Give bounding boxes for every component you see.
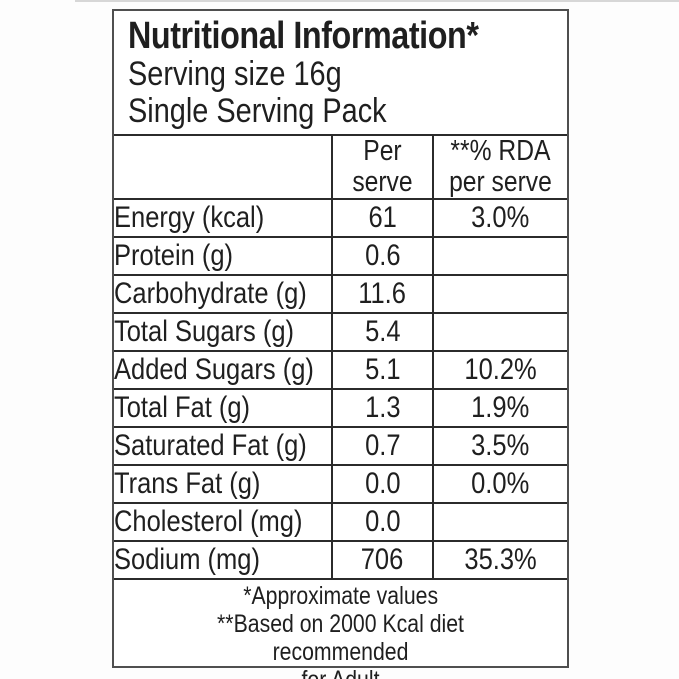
label-title-text: Nutritional Information* — [128, 15, 479, 57]
row-saturated-fat: Saturated Fat (g) 0.7 3.5% — [113, 426, 568, 467]
label-header: Nutritional Information* Serving size 16… — [114, 11, 567, 137]
pack-type-line: Single Serving Pack — [128, 93, 555, 130]
nutrient-name-cell: Carbohydrate (g) — [113, 274, 333, 315]
per-serve-header-text: Per serve — [352, 136, 413, 199]
row-trans-fat: Trans Fat (g) 0.0 0.0% — [113, 464, 568, 505]
rda-value-cell: 35.3% — [432, 540, 568, 580]
per-serve-value-cell: 0.0 — [331, 464, 434, 505]
per-serve-value-cell: 0.0 — [331, 502, 434, 543]
column-header-rda: **% RDA per serve — [432, 135, 568, 201]
column-header-per-serve: Per serve — [331, 135, 434, 201]
nutrient-name-cell: Total Sugars (g) — [113, 312, 333, 353]
rda-header-text: **% RDA per serve — [449, 136, 552, 199]
rda-value-cell: 0.0% — [432, 464, 568, 505]
per-serve-value-cell: 61 — [331, 198, 434, 239]
rda-value-cell — [432, 312, 568, 353]
footnote-rda-basis: **Based on 2000 Kcal diet recommended fo… — [217, 610, 464, 679]
serving-size-line: Serving size 16g — [128, 56, 555, 93]
row-total-sugars: Total Sugars (g) 5.4 — [113, 312, 568, 353]
rda-value-cell — [432, 236, 568, 277]
nutrient-name-cell: Sodium (mg) — [113, 540, 333, 580]
nutrient-name-cell: Cholesterol (mg) — [113, 502, 333, 543]
column-header-row: Per serve **% RDA per serve — [113, 135, 568, 201]
rda-value-cell: 10.2% — [432, 350, 568, 391]
nutrient-name-cell: Energy (kcal) — [113, 198, 333, 239]
nutrition-label: Nutritional Information* Serving size 16… — [112, 9, 569, 679]
per-serve-value-cell: 706 — [331, 540, 434, 580]
nutrient-name-cell: Total Fat (g) — [113, 388, 333, 429]
per-serve-value-cell: 0.7 — [331, 426, 434, 467]
serving-size-text: Serving size 16g — [128, 55, 342, 94]
row-total-fat: Total Fat (g) 1.3 1.9% — [113, 388, 568, 429]
rda-value-cell: 1.9% — [432, 388, 568, 429]
nutrient-name-cell: Protein (g) — [113, 236, 333, 277]
footnote-approximate: *Approximate values — [243, 582, 438, 611]
nutrient-name-cell: Saturated Fat (g) — [113, 426, 333, 467]
label-footnotes: *Approximate values **Based on 2000 Kcal… — [114, 578, 567, 679]
per-serve-value-cell: 5.1 — [331, 350, 434, 391]
per-serve-value-cell: 5.4 — [331, 312, 434, 353]
per-serve-value-cell: 0.6 — [331, 236, 434, 277]
pack-type-text: Single Serving Pack — [128, 92, 387, 131]
rda-value-cell — [432, 502, 568, 543]
label-title: Nutritional Information* — [128, 15, 555, 57]
row-protein: Protein (g) 0.6 — [113, 236, 568, 277]
per-serve-value-cell: 1.3 — [331, 388, 434, 429]
nutrition-table: Per serve **% RDA per serve Energy (kcal… — [113, 135, 568, 580]
column-header-empty — [113, 135, 333, 201]
row-cholesterol: Cholesterol (mg) 0.0 — [113, 502, 568, 543]
per-serve-value-cell: 11.6 — [331, 274, 434, 315]
rda-value-cell — [432, 274, 568, 315]
rda-value-cell: 3.5% — [432, 426, 568, 467]
photo-edge-line — [75, 0, 679, 2]
row-carbohydrate: Carbohydrate (g) 11.6 — [113, 274, 568, 315]
rda-value-cell: 3.0% — [432, 198, 568, 239]
nutrient-name-cell: Added Sugars (g) — [113, 350, 333, 391]
row-sodium: Sodium (mg) 706 35.3% — [113, 540, 568, 580]
row-energy: Energy (kcal) 61 3.0% — [113, 198, 568, 239]
row-added-sugars: Added Sugars (g) 5.1 10.2% — [113, 350, 568, 391]
nutrient-name-cell: Trans Fat (g) — [113, 464, 333, 505]
